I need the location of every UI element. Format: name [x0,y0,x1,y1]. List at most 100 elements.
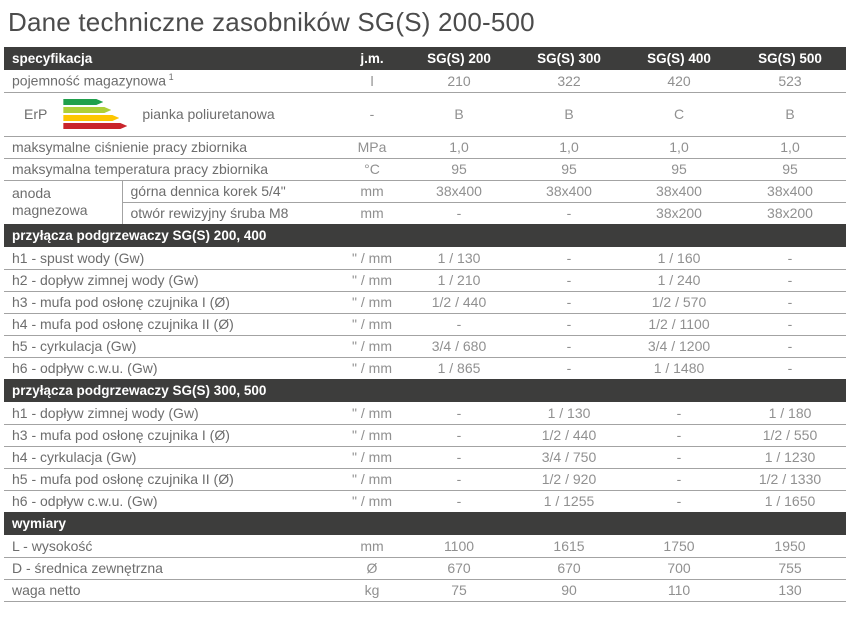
row-value: - [514,268,624,291]
row-value: 3/4 / 1200 [624,334,734,357]
row-value: 755 [734,556,846,579]
table-header-row: specyfikacja j.m. SG(S) 200 SG(S) 300 SG… [4,47,846,70]
row-value: - [734,268,846,291]
row-label: h5 - cyrkulacja (Gw) [4,334,340,357]
row-label: maksymalna temperatura pracy zbiornika [4,157,340,180]
row-unit: MPa [340,135,404,158]
row-unit: " / mm [340,334,404,357]
row-unit: " / mm [340,489,404,512]
row-value: 1 / 1480 [624,356,734,379]
row-value: - [734,356,846,379]
header-model-sgs-300: SG(S) 300 [514,47,624,70]
table-row: h5 - cyrkulacja (Gw) " / mm 3/4 / 680 -3/4 … [4,334,846,357]
row-value: 1 / 160 [657,249,701,266]
row-value: 1615 [553,537,585,554]
table-row: anoda magnezowa górna dennica korek 5/4" m… [4,179,846,224]
table-row: h2 - dopływ zimnej wody (Gw) " / mm 1 / 21… [4,268,846,291]
energy-bar [63,107,111,113]
section-title: przyłącza podgrzewaczy SG(S) 200, 400 [4,224,846,247]
row-value: 1/2 / 570 [624,290,734,313]
row-value: - [514,290,624,313]
row-value: 1950 [774,537,806,554]
row-value: 95 [514,157,624,180]
energy-bar [63,99,103,105]
row-value: - [514,201,624,224]
table-row: h5 - mufa pod osłonę czujnika II (Ø) " / … [4,467,846,490]
row-value: 322 [557,72,581,89]
row-unit: °C [340,157,404,180]
row-unit: mm [340,179,404,202]
row-value: 1/2 / 440 [404,290,514,313]
header-model-sgs-500: SG(S) 500 [734,47,846,70]
table-header: specyfikacja j.m. SG(S) 200 SG(S) 300 SG… [4,47,846,70]
row-value: 38x400 [734,179,846,202]
row-value: 1 / 1255 [514,489,624,512]
row-label: h1 - dopływ zimnej wody (Gw) [12,404,199,421]
row-value: 38x400 [514,179,624,202]
row-label: h6 - odpływ c.w.u. (Gw) [4,356,340,379]
row-value: 1 / 210 [404,268,514,291]
row-value: 95 [734,157,846,180]
row-value: 523 [778,72,802,89]
row-unit: kg [340,578,404,601]
technical-data-table: specyfikacja j.m. SG(S) 200 SG(S) 300 SG… [4,47,846,602]
row-value: 95 [404,157,514,180]
row-value: 38x400 [404,179,514,202]
row-value: 1/2 / 550 [734,423,846,446]
row-value: 1,0 [514,135,624,158]
row-value: 1/2 / 1330 [734,467,846,490]
row-value: B [404,91,514,136]
row-value: - [624,445,734,468]
row-value: 90 [514,578,624,601]
row-unit: " / mm [340,290,404,313]
row-value: 1100 [443,537,475,554]
row-value: 110 [624,578,734,601]
row-value: 1/2 / 1100 [624,312,734,335]
row-value: B [734,91,846,136]
table-row: h3 - mufa pod osłonę czujnika I (Ø) " / m… [4,423,846,446]
row-value: 38x400 [624,179,734,202]
row-label: D - średnica zewnętrzna [4,556,340,579]
row-value: - [734,290,846,313]
row-unit: " / mm [340,467,404,490]
footnote-marker: 1 [166,72,174,83]
row-value: 3/4 / 680 [404,334,514,357]
row-value: 1 / 240 [624,268,734,291]
row-unit: " / mm [352,404,392,421]
row-value: 1,0 [734,135,846,158]
row-label: h2 - dopływ zimnej wody (Gw) [4,268,340,291]
section-title: przyłącza podgrzewaczy SG(S) 300, 500 [4,379,846,402]
row-value: 1/2 / 440 [514,423,624,446]
header-model-sgs-200: SG(S) 200 [404,47,514,70]
row-value: - [514,312,624,335]
row-value: 1,0 [624,135,734,158]
row-unit: " / mm [340,356,404,379]
table-row: ErP pianka poliuretanowa - B B C B [4,91,846,136]
row-value: 1,0 [404,135,514,158]
energy-bar [63,115,119,121]
row-label: otwór rewizyjny śruba M8 [122,201,340,224]
row-value: 210 [447,72,471,89]
row-value: 1 / 180 [768,404,812,421]
row-value: - [624,423,734,446]
row-unit: mm [360,537,384,554]
table-row: D - średnica zewnętrzna Ø 670 670 700 755 [4,556,846,579]
row-value: - [624,467,734,490]
row-value: 75 [404,578,514,601]
row-unit: l [370,72,374,89]
row-value: 670 [404,556,514,579]
table-row: h6 - odpływ c.w.u. (Gw) " / mm -1 / 1255-1… [4,489,846,512]
row-value: - [404,201,514,224]
row-unit: mm [340,201,404,224]
row-group-label: anoda magnezowa [4,179,123,224]
row-value: 1 / 1230 [734,445,846,468]
row-label: L - wysokość [12,537,93,554]
row-unit: " / mm [340,445,404,468]
row-value: 1 / 1650 [734,489,846,512]
table-row: h1 - dopływ zimnej wody (Gw) " / mm - 1 / 1… [4,402,846,424]
row-value: 1 / 865 [404,356,514,379]
erp-label: ErP [24,106,48,122]
row-value: - [734,334,846,357]
table-row: L - wysokość mm 1100 1615 1750 1950 [4,535,846,557]
row-label: h5 - mufa pod osłonę czujnika II (Ø) [4,467,340,490]
